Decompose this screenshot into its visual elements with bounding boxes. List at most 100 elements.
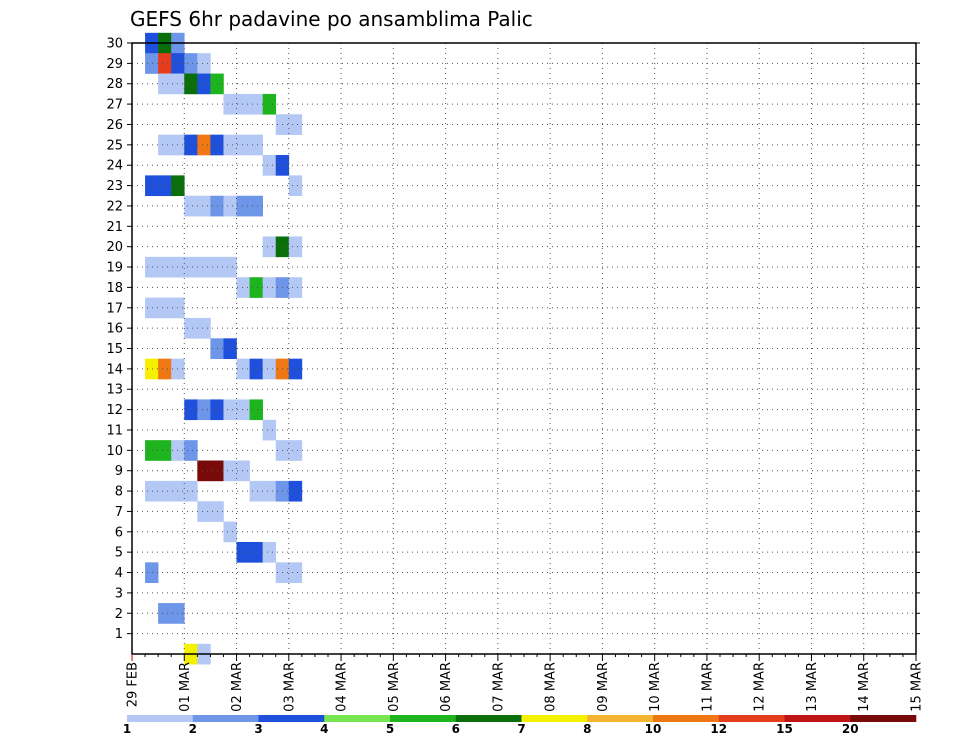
grid-lines <box>132 43 916 654</box>
y-tick-label: 19 <box>106 261 123 276</box>
precip-cell <box>236 277 250 298</box>
precip-cell <box>158 175 172 197</box>
precip-cell <box>145 480 159 502</box>
colorbar-label: 3 <box>254 722 262 736</box>
precip-cell <box>184 73 198 95</box>
precip-cell <box>223 93 237 115</box>
precip-cell <box>236 460 250 482</box>
precip-cell <box>236 399 250 421</box>
precip-cell <box>197 134 211 156</box>
precip-cell <box>145 297 159 319</box>
precip-cell <box>158 297 172 319</box>
x-tick-label: 05 MAR <box>387 662 402 712</box>
precip-cell <box>184 399 198 421</box>
y-tick-label: 7 <box>115 505 123 520</box>
precip-cell <box>145 440 159 461</box>
x-tick-label: 15 MAR <box>910 662 925 712</box>
precip-cell <box>197 460 211 482</box>
precip-cell <box>262 480 277 502</box>
precip-cell <box>249 277 263 298</box>
y-tick-label: 1 <box>115 627 123 642</box>
precip-cell <box>223 256 237 278</box>
colorbar-swatch <box>127 715 194 722</box>
colorbar-swatch <box>784 715 851 722</box>
colorbar-label: 5 <box>386 722 394 736</box>
precip-cell <box>288 358 303 380</box>
colorbar-swatch <box>850 715 917 722</box>
precip-cell <box>145 175 159 197</box>
colorbar-label: 20 <box>842 722 859 736</box>
colorbar-swatch <box>587 715 654 722</box>
y-tick-label: 17 <box>106 301 123 316</box>
precip-cell <box>184 317 198 339</box>
precip-cell <box>288 175 303 197</box>
precip-cell <box>197 73 211 95</box>
precip-cell <box>158 358 172 380</box>
precip-cell <box>262 541 277 563</box>
colorbar-label: 6 <box>452 722 460 736</box>
precip-cell <box>236 358 250 380</box>
y-tick-label: 24 <box>106 159 123 174</box>
precip-cell <box>288 562 303 584</box>
x-tick-label: 03 MAR <box>282 662 297 712</box>
precip-cell <box>184 134 198 156</box>
colorbar: 1 2 3 4 5 6 7 8 10 12 15 20 <box>123 715 917 736</box>
precip-cell <box>158 440 172 461</box>
y-tick-label: 12 <box>106 403 123 418</box>
precip-cell <box>158 603 172 624</box>
colorbar-swatch <box>192 715 259 722</box>
y-tick-label: 25 <box>106 138 123 153</box>
precip-cell <box>262 93 277 115</box>
chart-title: GEFS 6hr padavine po ansamblima Palic <box>130 7 533 31</box>
colorbar-label: 10 <box>645 722 662 736</box>
precip-cell <box>288 480 303 502</box>
precip-cell <box>197 317 211 339</box>
precip-cell <box>197 399 211 421</box>
colorbar-swatch <box>653 715 720 722</box>
precip-cell <box>158 73 172 95</box>
precip-cell <box>197 53 211 74</box>
colorbar-label: 4 <box>320 722 328 736</box>
y-tick-label: 22 <box>106 199 123 214</box>
y-tick-label: 5 <box>115 546 123 561</box>
precip-cell <box>145 562 159 584</box>
x-tick-label: 12 MAR <box>753 662 768 712</box>
y-tick-label: 28 <box>106 77 123 92</box>
precip-cell <box>262 155 277 176</box>
x-tick-label: 13 MAR <box>805 662 820 712</box>
precip-cell <box>223 338 237 359</box>
y-tick-label: 10 <box>106 444 123 459</box>
precip-cell <box>249 399 263 421</box>
y-tick-label: 26 <box>106 118 123 133</box>
y-tick-label: 20 <box>106 240 123 255</box>
y-tick-label: 3 <box>115 586 123 601</box>
colorbar-label: 2 <box>189 722 197 736</box>
colorbar-swatch <box>390 715 457 722</box>
precip-cell <box>184 195 198 217</box>
precip-cell <box>262 358 277 380</box>
colorbar-swatch <box>324 715 391 722</box>
x-tick-label: 14 MAR <box>857 662 872 712</box>
precip-cell <box>236 134 250 156</box>
precip-cell <box>184 440 198 461</box>
x-tick-label: 29 FEB <box>126 662 141 707</box>
precip-cell <box>158 256 172 278</box>
precip-cell <box>288 440 303 461</box>
precip-cell <box>288 114 303 135</box>
precip-cell <box>197 501 211 522</box>
y-tick-label: 18 <box>106 281 123 296</box>
y-tick-label: 8 <box>115 485 123 500</box>
precip-cell <box>236 93 250 115</box>
precip-cell <box>288 277 303 298</box>
precip-cell <box>145 256 159 278</box>
y-tick-label: 9 <box>115 464 123 479</box>
x-tick-label: 01 MAR <box>178 662 193 712</box>
colorbar-label: 8 <box>583 722 591 736</box>
precip-cell <box>249 134 263 156</box>
y-axis-ticks: 1234567891011121314151617181920212223242… <box>106 37 920 642</box>
x-tick-label: 10 MAR <box>648 662 663 712</box>
precip-cell <box>184 480 198 502</box>
precip-cell <box>249 480 263 502</box>
x-tick-label: 11 MAR <box>700 662 715 712</box>
colorbar-swatch <box>455 715 522 722</box>
